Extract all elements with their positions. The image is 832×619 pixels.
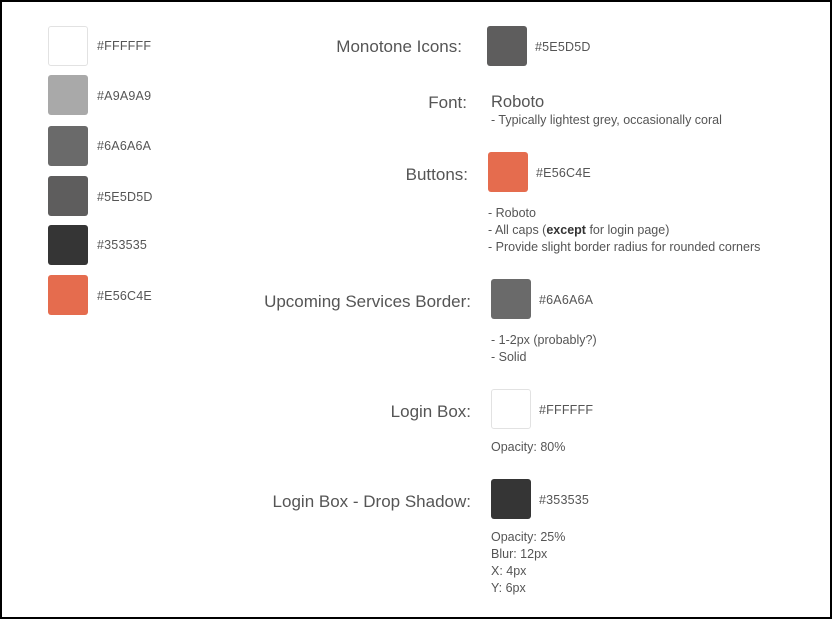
login-box-shadow-swatch [491, 479, 531, 519]
buttons-note-caps-bold: except [546, 223, 586, 237]
buttons-note-caps-suffix: for login page) [585, 223, 670, 237]
login-box-shadow-label: Login Box - Drop Shadow: [272, 492, 471, 511]
upcoming-services-border-note-style: - Solid [491, 350, 527, 364]
buttons-note-font: - Roboto [488, 206, 536, 220]
login-box-shadow-blur: Blur: 12px [491, 547, 548, 561]
monotone-icons-label: Monotone Icons: [336, 37, 462, 56]
upcoming-services-border-note-width: - 1-2px (probably?) [491, 333, 597, 347]
font-label: Font: [428, 93, 467, 112]
login-box-opacity-note: Opacity: 80% [491, 440, 566, 454]
buttons-swatch [488, 152, 528, 192]
font-note: - Typically lightest grey, occasionally … [491, 113, 722, 127]
palette-hex-mid-grey: #6A6A6A [97, 139, 152, 153]
buttons-hex: #E56C4E [536, 166, 591, 180]
upcoming-services-border-label: Upcoming Services Border: [264, 292, 471, 311]
palette-hex-light-grey: #A9A9A9 [97, 89, 152, 103]
login-box-hex: #FFFFFF [539, 403, 594, 417]
palette-hex-white: #FFFFFF [97, 39, 152, 53]
buttons-note-radius: - Provide slight border radius for round… [488, 240, 761, 254]
login-box-label: Login Box: [390, 402, 471, 421]
buttons-label: Buttons: [405, 165, 468, 184]
buttons-note-caps: - All caps (except for login page) [488, 222, 669, 239]
palette-swatch-dark-grey [48, 176, 88, 216]
upcoming-services-border-hex: #6A6A6A [539, 293, 594, 307]
palette-swatch-charcoal [48, 225, 88, 265]
palette-swatch-coral [48, 275, 88, 315]
upcoming-services-border-swatch [491, 279, 531, 319]
font-name: Roboto [491, 93, 545, 111]
login-box-shadow-opacity: Opacity: 25% [491, 530, 566, 544]
buttons-note-caps-prefix: - All caps ( [488, 223, 547, 237]
palette-swatch-white [48, 26, 88, 66]
login-box-shadow-y: Y: 6px [491, 581, 526, 595]
login-box-swatch [491, 389, 531, 429]
palette-swatch-light-grey [48, 75, 88, 115]
palette-swatch-mid-grey [48, 126, 88, 166]
login-box-shadow-x: X: 4px [491, 564, 527, 578]
palette-hex-charcoal: #353535 [97, 238, 148, 252]
palette-hex-dark-grey: #5E5D5D [97, 190, 153, 204]
login-box-shadow-hex: #353535 [539, 493, 590, 507]
monotone-icons-hex: #5E5D5D [535, 40, 591, 54]
palette-hex-coral: #E56C4E [97, 289, 152, 303]
monotone-icons-swatch [487, 26, 527, 66]
